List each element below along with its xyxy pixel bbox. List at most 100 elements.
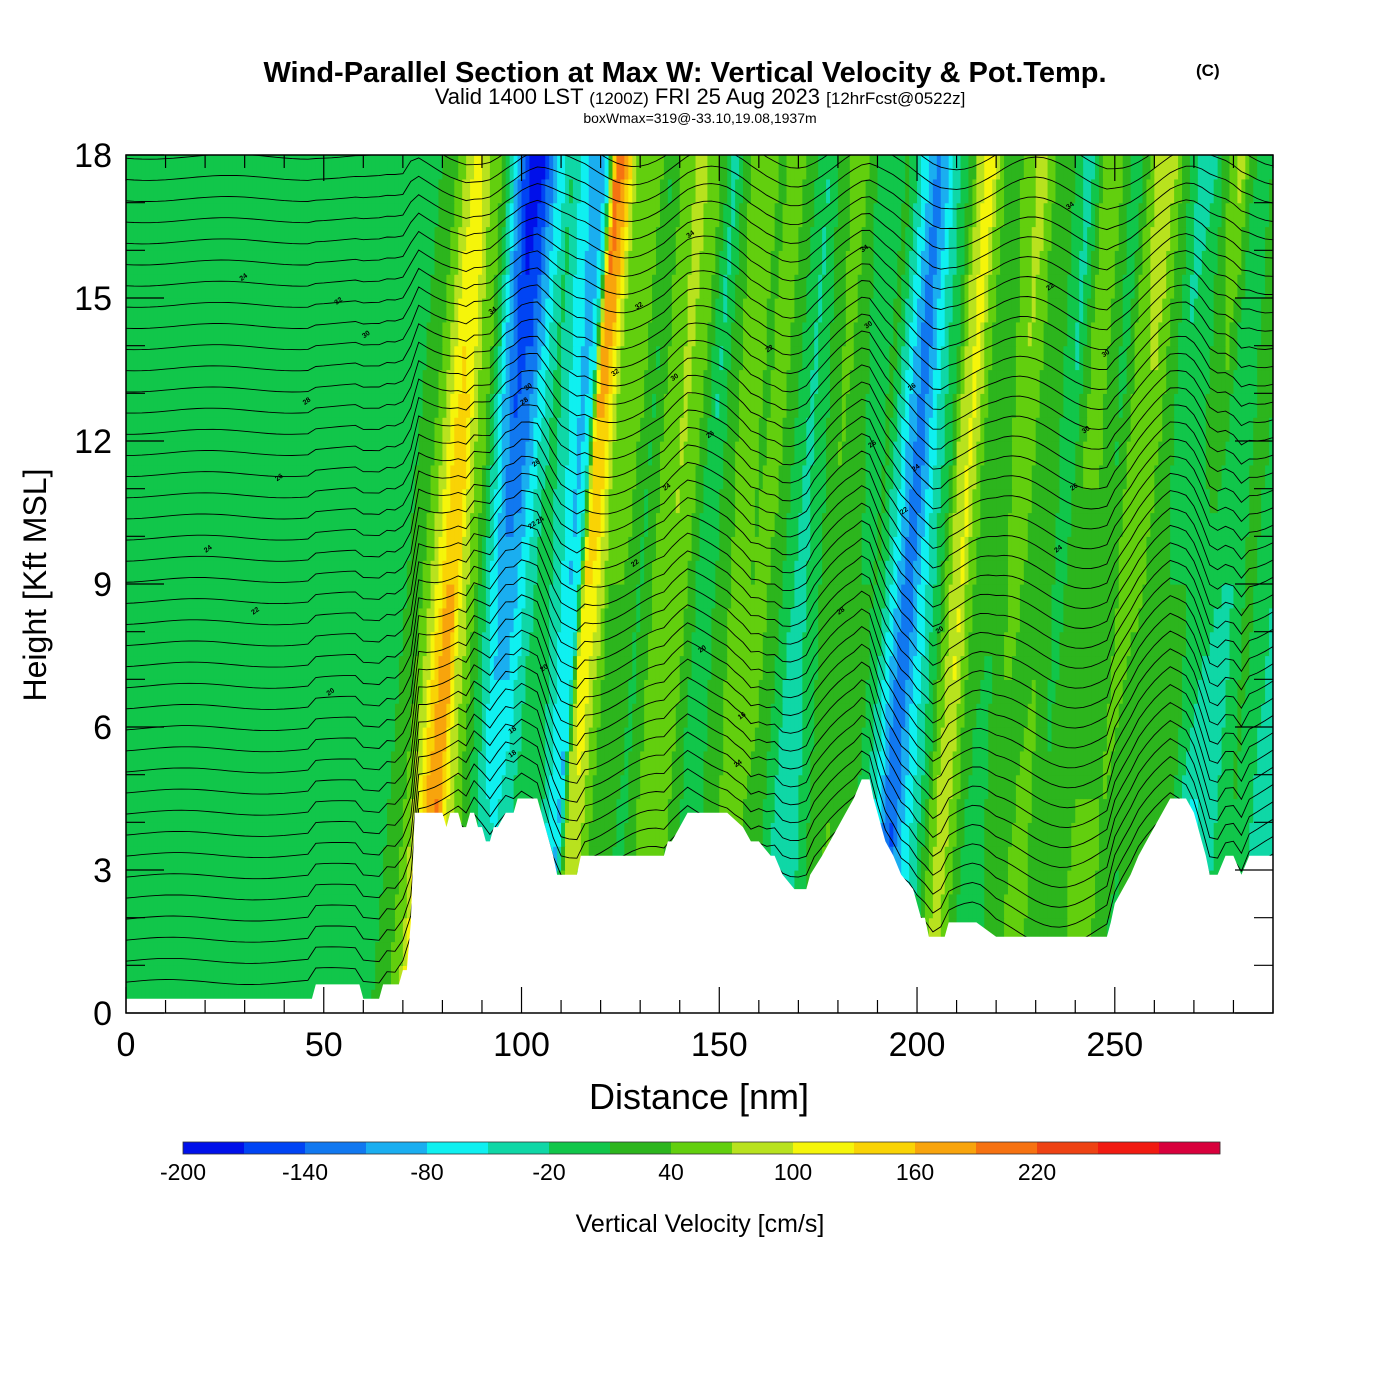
velocity-cell — [300, 965, 305, 990]
velocity-cell — [533, 750, 538, 776]
velocity-cell — [189, 941, 194, 966]
velocity-cell — [169, 870, 175, 895]
velocity-cell — [509, 655, 515, 680]
velocity-cell — [588, 822, 594, 847]
velocity-cell — [549, 822, 554, 847]
velocity-cell — [422, 607, 428, 633]
velocity-cell — [177, 822, 182, 847]
velocity-cell — [1071, 631, 1076, 657]
velocity-cell — [327, 631, 333, 657]
velocity-cell — [319, 870, 325, 895]
velocity-cell — [126, 965, 131, 990]
velocity-cell — [197, 917, 202, 943]
velocity-cell — [1158, 607, 1163, 633]
velocity-cell — [988, 655, 993, 680]
velocity-cell — [228, 846, 234, 871]
velocity-cell — [248, 965, 254, 990]
velocity-cell — [1027, 679, 1033, 704]
velocity-cell — [189, 750, 194, 776]
velocity-cell — [220, 798, 226, 823]
velocity-cell — [300, 846, 305, 871]
velocity-cell — [371, 798, 376, 823]
velocity-cell — [1225, 655, 1231, 680]
velocity-cell — [1079, 846, 1084, 871]
velocity-cell — [1213, 727, 1219, 752]
velocity-cell — [418, 607, 424, 633]
velocity-cell — [1083, 893, 1088, 919]
velocity-cell — [1008, 822, 1013, 847]
velocity-cell — [474, 655, 479, 680]
velocity-cell — [260, 870, 266, 895]
velocity-cell — [169, 822, 175, 847]
velocity-cell — [584, 750, 590, 776]
velocity-cell — [1245, 750, 1250, 776]
velocity-cell — [1205, 750, 1211, 776]
velocity-cell — [703, 655, 709, 680]
velocity-cell — [837, 703, 843, 728]
velocity-cell — [667, 727, 673, 752]
velocity-cell — [1035, 822, 1041, 847]
velocity-cell — [1000, 917, 1005, 943]
velocity-cell — [201, 703, 206, 728]
velocity-cell — [367, 703, 372, 728]
velocity-cell — [335, 655, 341, 680]
velocity-cell — [383, 846, 388, 871]
velocity-cell — [671, 774, 677, 800]
velocity-cell — [1023, 679, 1029, 704]
velocity-cell — [1233, 798, 1239, 823]
velocity-cell — [679, 655, 685, 680]
velocity-cell — [889, 774, 894, 800]
velocity-cell — [901, 631, 906, 657]
velocity-cell — [1015, 870, 1021, 895]
velocity-cell — [240, 917, 246, 943]
velocity-cell — [936, 798, 942, 823]
velocity-cell — [873, 703, 879, 728]
velocity-cell — [454, 798, 459, 823]
velocity-cell — [410, 846, 416, 871]
velocity-cell — [612, 750, 618, 776]
velocity-cell — [952, 655, 958, 680]
velocity-cell — [1051, 798, 1057, 823]
velocity-cell — [410, 679, 416, 704]
velocity-cell — [917, 822, 922, 847]
velocity-cell — [924, 798, 930, 823]
velocity-cell — [1178, 607, 1183, 633]
velocity-cell — [648, 679, 653, 704]
velocity-cell — [264, 750, 269, 776]
velocity-cell — [1142, 679, 1148, 704]
velocity-cell — [928, 679, 934, 704]
velocity-cell — [367, 917, 372, 943]
velocity-cell — [209, 917, 214, 943]
velocity-cell — [347, 727, 353, 752]
velocity-cell — [347, 822, 353, 847]
velocity-cell — [1106, 870, 1112, 895]
velocity-cell — [652, 774, 657, 800]
velocity-cell — [640, 798, 645, 823]
velocity-cell — [814, 750, 819, 776]
velocity-cell — [695, 655, 701, 680]
velocity-cell — [932, 870, 938, 895]
velocity-cell — [778, 607, 784, 633]
velocity-cell — [256, 798, 262, 823]
velocity-cell — [663, 607, 669, 633]
velocity-cell — [493, 727, 499, 752]
velocity-cell — [292, 774, 297, 800]
velocity-cell — [1047, 798, 1053, 823]
velocity-cell — [905, 870, 910, 895]
velocity-cell — [371, 703, 376, 728]
velocity-cell — [849, 631, 855, 657]
velocity-cell — [1071, 798, 1076, 823]
velocity-cell — [1015, 607, 1021, 633]
velocity-cell — [770, 727, 776, 752]
velocity-cell — [1075, 727, 1080, 752]
velocity-cell — [165, 917, 171, 943]
velocity-cell — [873, 631, 879, 657]
velocity-cell — [236, 703, 242, 728]
velocity-cell — [481, 774, 487, 800]
velocity-cell — [1079, 822, 1084, 847]
velocity-cell — [889, 631, 894, 657]
velocity-cell — [711, 750, 716, 776]
velocity-cell — [671, 703, 677, 728]
velocity-cell — [1015, 774, 1021, 800]
velocity-cell — [509, 631, 515, 657]
